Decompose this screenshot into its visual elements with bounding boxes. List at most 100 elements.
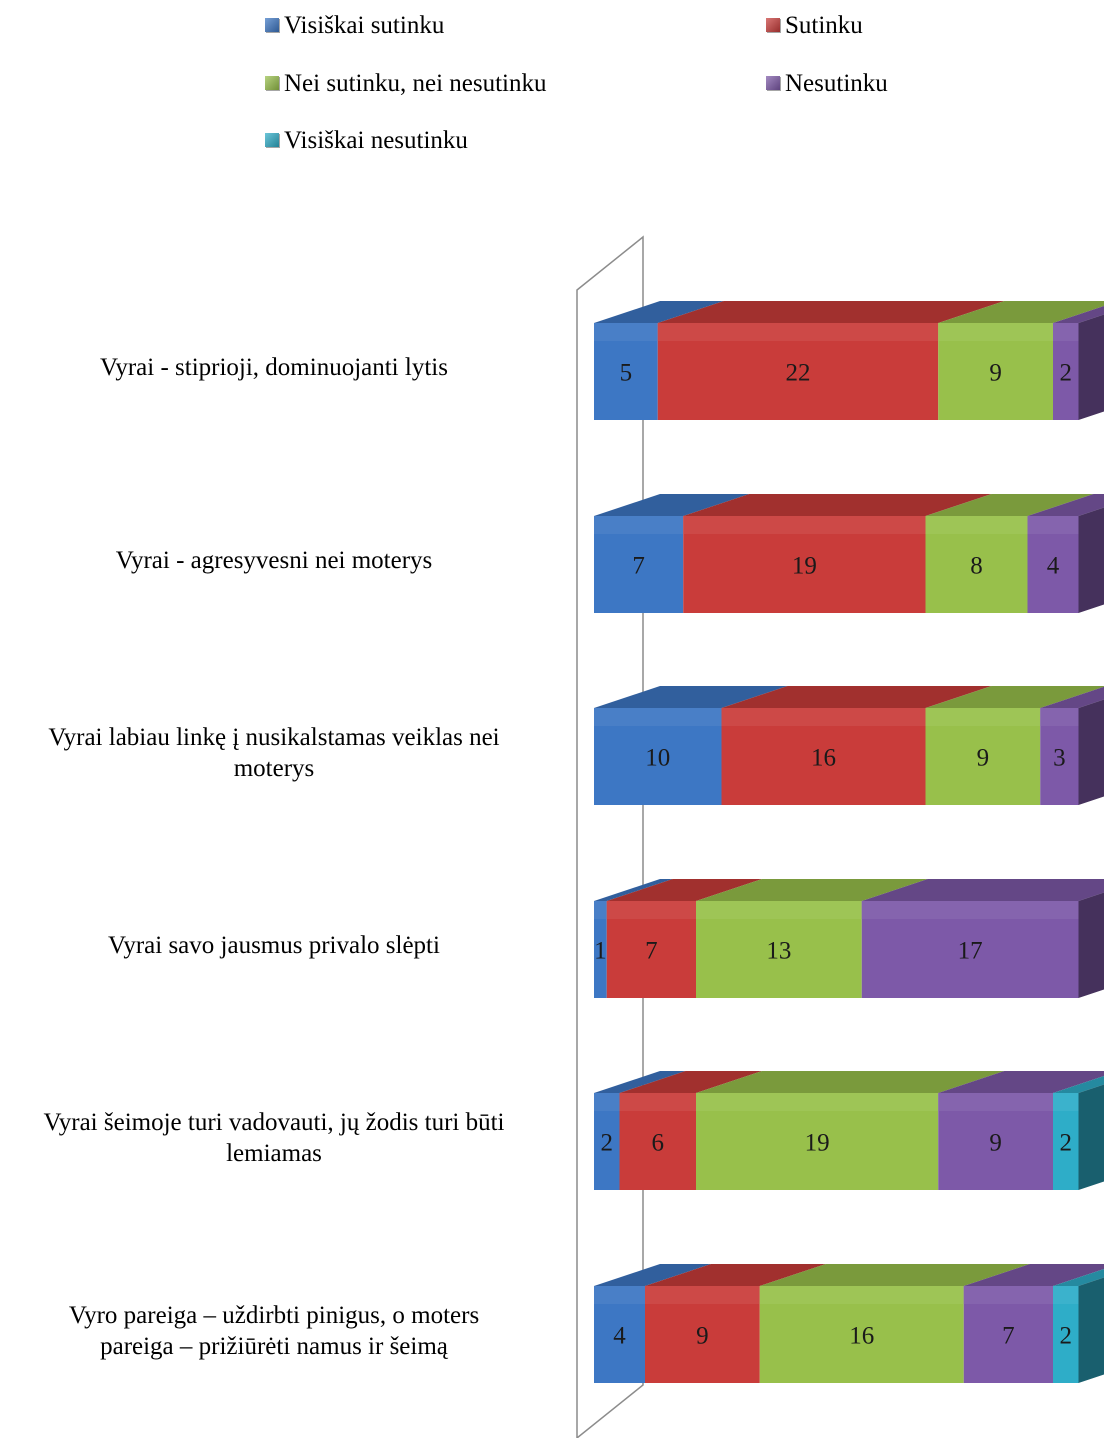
data-label: 7 xyxy=(1002,1323,1015,1350)
bar-segment-highlight xyxy=(683,516,926,534)
bar-segment-top xyxy=(721,686,992,708)
data-label: 2 xyxy=(601,1130,614,1157)
bar-segment-highlight xyxy=(594,1286,645,1304)
bar-segment-top xyxy=(925,494,1094,516)
bar-segment-top xyxy=(925,686,1104,708)
bar-segment-highlight xyxy=(759,1286,964,1304)
bar-segment-highlight xyxy=(1053,1093,1079,1111)
legend-item: Visiškai sutinku xyxy=(265,12,444,40)
category-label-line: pareiga – prižiūrėti namus ir šeimą xyxy=(100,1332,448,1360)
bar-segment-top xyxy=(594,1264,711,1286)
bar-segment-top xyxy=(938,301,1104,323)
bar-segment-highlight xyxy=(594,708,722,726)
data-label: 6 xyxy=(652,1130,665,1157)
data-label: 19 xyxy=(805,1130,830,1157)
bar-segment-side xyxy=(1078,699,1104,805)
data-label: 22 xyxy=(786,360,811,387)
bar-segment-highlight xyxy=(1053,1286,1079,1304)
bar-segment-highlight xyxy=(594,1093,620,1111)
category-label-line: Vyrai labiau linkę į nusikalstamas veikl… xyxy=(48,723,500,751)
bar-segment-highlight xyxy=(594,901,607,919)
bar-segment-highlight xyxy=(925,516,1028,534)
bar-segment-highlight xyxy=(1053,323,1079,341)
data-label: 9 xyxy=(989,1130,1002,1157)
bar-segment-highlight xyxy=(645,1286,760,1304)
bar-segment-top xyxy=(594,879,673,901)
data-label: 17 xyxy=(958,938,983,965)
category-label: Vyrai labiau linkę į nusikalstamas veikl… xyxy=(0,722,554,784)
bar-segment-top xyxy=(963,1264,1104,1286)
bar-segment-highlight xyxy=(925,708,1041,726)
category-label-line: lemiamas xyxy=(226,1139,322,1167)
bar-segment-top xyxy=(594,301,724,323)
bar-segment-highlight xyxy=(721,708,926,726)
category-label-line: moterys xyxy=(233,754,315,782)
legend-swatch xyxy=(265,76,279,91)
data-label: 9 xyxy=(977,745,990,772)
legend-swatch xyxy=(265,18,279,33)
category-label-line: Vyrai - stiprioji, dominuojanti lytis xyxy=(100,354,448,381)
bar-segment-highlight xyxy=(594,516,684,534)
bar-segment-highlight xyxy=(606,901,696,919)
bar-segment-top xyxy=(594,494,750,516)
bar-segment-highlight xyxy=(861,901,1079,919)
legend-label: Visiškai sutinku xyxy=(284,12,445,39)
legend-item: Nei sutinku, nei nesutinku xyxy=(265,70,546,98)
data-label: 2 xyxy=(1060,1323,1073,1350)
category-label-line: Vyrai šeimoje turi vadovauti, jų žodis t… xyxy=(43,1108,505,1136)
bar-segment-highlight xyxy=(938,1093,1053,1111)
data-label: 13 xyxy=(766,938,791,965)
bar-segment-top xyxy=(606,879,762,901)
category-label: Vyrai - stiprioji, dominuojanti lytis xyxy=(0,352,554,383)
bar-segment-top xyxy=(861,879,1104,901)
data-label: 9 xyxy=(696,1323,709,1350)
bar-segment-side xyxy=(1078,1084,1104,1190)
legend-swatch xyxy=(265,133,279,148)
bar-segment-highlight xyxy=(696,901,862,919)
category-label: Vyrai šeimoje turi vadovauti, jų žodis t… xyxy=(0,1107,554,1169)
legend-item: Sutinku xyxy=(766,12,863,40)
bar-segment-top xyxy=(938,1071,1104,1093)
category-label: Vyrai - agresyvesni nei moterys xyxy=(0,545,554,576)
bar-segment-top xyxy=(683,494,992,516)
bar-segment-top xyxy=(657,301,1005,323)
bar-segment-top xyxy=(594,686,788,708)
data-label: 16 xyxy=(811,745,836,772)
category-label-line: Vyrai savo jausmus privalo slėpti xyxy=(108,932,440,959)
bar-segment-side xyxy=(1078,507,1104,613)
bar-segment-top xyxy=(1027,494,1104,516)
data-label: 3 xyxy=(1053,745,1066,772)
bar-segment-top xyxy=(1040,686,1104,708)
bar-segment-top xyxy=(759,1264,1030,1286)
bar-segment-highlight xyxy=(696,1093,939,1111)
data-label: 1 xyxy=(594,938,607,965)
bar-segment-top xyxy=(696,1071,1005,1093)
bar-segment-highlight xyxy=(1040,708,1079,726)
bar-segment-highlight xyxy=(594,323,658,341)
legend-label: Nei sutinku, nei nesutinku xyxy=(284,70,547,97)
bar-segment-highlight xyxy=(657,323,939,341)
bar-segment-highlight xyxy=(963,1286,1053,1304)
bar-segment-highlight xyxy=(1027,516,1079,534)
data-label: 5 xyxy=(620,360,633,387)
category-label-line: Vyro pareiga – uždirbti pinigus, o moter… xyxy=(68,1301,480,1329)
data-label: 7 xyxy=(632,553,645,580)
category-label: Vyro pareiga – uždirbti pinigus, o moter… xyxy=(0,1300,554,1362)
bar-segment-side xyxy=(1078,314,1104,420)
legend-item: Nesutinku xyxy=(766,70,888,98)
legend-item: Visiškai nesutinku xyxy=(265,127,468,155)
bar-segment-top xyxy=(696,879,928,901)
bar-segment-side xyxy=(1078,1277,1104,1383)
data-label: 19 xyxy=(792,553,817,580)
bar-segment xyxy=(594,901,607,998)
data-label: 9 xyxy=(989,360,1002,387)
data-label: 2 xyxy=(1060,360,1073,387)
data-label: 8 xyxy=(970,553,983,580)
category-label-line: Vyrai - agresyvesni nei moterys xyxy=(115,547,433,574)
legend-swatch xyxy=(766,18,780,33)
legend-label: Sutinku xyxy=(785,12,863,39)
legend-label: Nesutinku xyxy=(785,70,888,97)
data-label: 4 xyxy=(1047,553,1060,580)
category-label: Vyrai savo jausmus privalo slėpti xyxy=(0,930,554,961)
